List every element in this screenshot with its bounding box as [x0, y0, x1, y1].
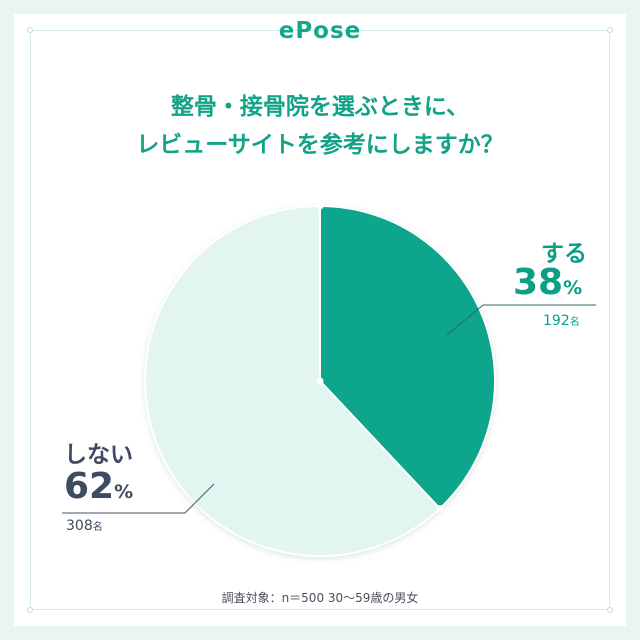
frame-corner-dot	[607, 27, 613, 33]
slice-boundary-dot	[436, 505, 444, 513]
frame-corner-dot	[607, 607, 613, 613]
slice-label-yes: する	[541, 241, 587, 267]
brand-logo: ePose	[278, 18, 362, 44]
chart-title-line-1: 整骨・接骨院を選ぶときに、	[170, 94, 470, 120]
card-frame	[30, 30, 610, 610]
leader-line-no	[62, 483, 215, 514]
pie-slice-no	[144, 204, 442, 557]
slice-count-yes: 192名	[543, 313, 580, 329]
slice-boundary-dot	[316, 202, 324, 210]
slice-percent-yes: 38%	[513, 262, 583, 303]
frame-corner-dot	[27, 27, 33, 33]
leader-line-yes	[446, 304, 596, 336]
survey-footnote: 調査対象：n＝500 30～59歳の男女	[221, 591, 419, 605]
frame-corner-dot	[27, 607, 33, 613]
slice-label-no: しない	[64, 442, 133, 468]
pie-slice-yes	[319, 204, 497, 510]
chart-title: 整骨・接骨院を選ぶときに、 レビューサイトを参考にしますか？	[0, 88, 640, 164]
chart-title-line-2: レビューサイトを参考にしますか？	[136, 132, 504, 158]
slice-count-no: 308名	[66, 518, 103, 534]
slice-boundary-dot	[316, 377, 324, 385]
slice-percent-no: 62%	[64, 466, 134, 507]
